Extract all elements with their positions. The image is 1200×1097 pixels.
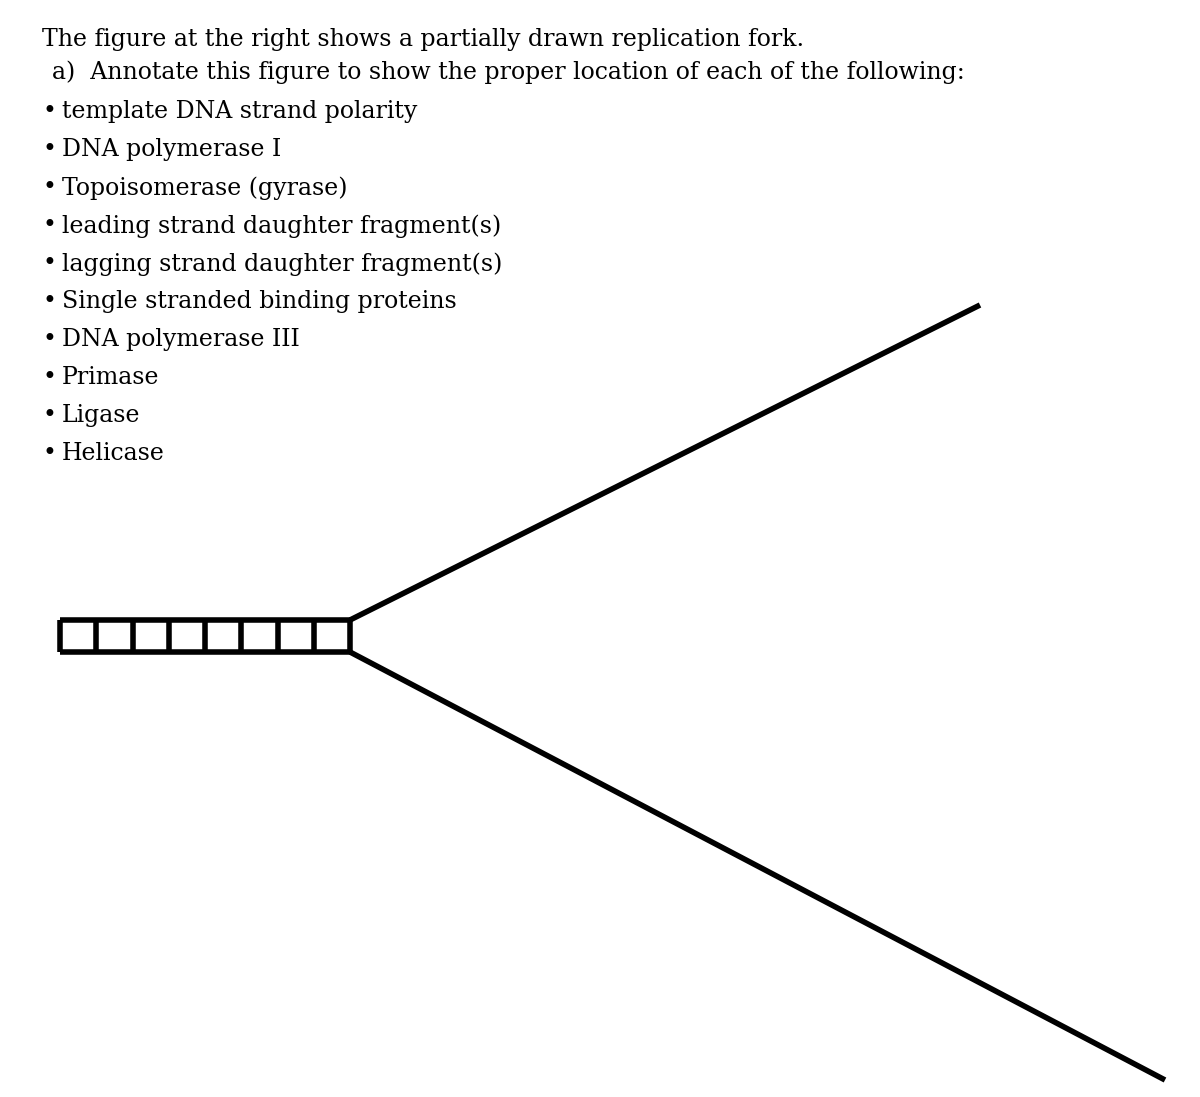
Text: DNA polymerase I: DNA polymerase I [62,138,281,161]
Text: •: • [42,366,56,389]
Text: Helicase: Helicase [62,442,164,465]
Text: Primase: Primase [62,366,160,389]
Text: •: • [42,404,56,427]
Text: lagging strand daughter fragment(s): lagging strand daughter fragment(s) [62,252,503,275]
Text: DNA polymerase III: DNA polymerase III [62,328,300,351]
Text: template DNA strand polarity: template DNA strand polarity [62,100,418,123]
Text: •: • [42,100,56,123]
Text: Topoisomerase (gyrase): Topoisomerase (gyrase) [62,176,348,200]
Text: The figure at the right shows a partially drawn replication fork.: The figure at the right shows a partiall… [42,29,804,50]
Text: •: • [42,214,56,237]
Text: a)  Annotate this figure to show the proper location of each of the following:: a) Annotate this figure to show the prop… [52,60,965,83]
Text: •: • [42,138,56,161]
Text: •: • [42,176,56,199]
Text: •: • [42,442,56,465]
Text: •: • [42,252,56,275]
Text: Single stranded binding proteins: Single stranded binding proteins [62,290,457,313]
Text: •: • [42,328,56,351]
Text: •: • [42,290,56,313]
Text: Ligase: Ligase [62,404,140,427]
Text: leading strand daughter fragment(s): leading strand daughter fragment(s) [62,214,502,238]
